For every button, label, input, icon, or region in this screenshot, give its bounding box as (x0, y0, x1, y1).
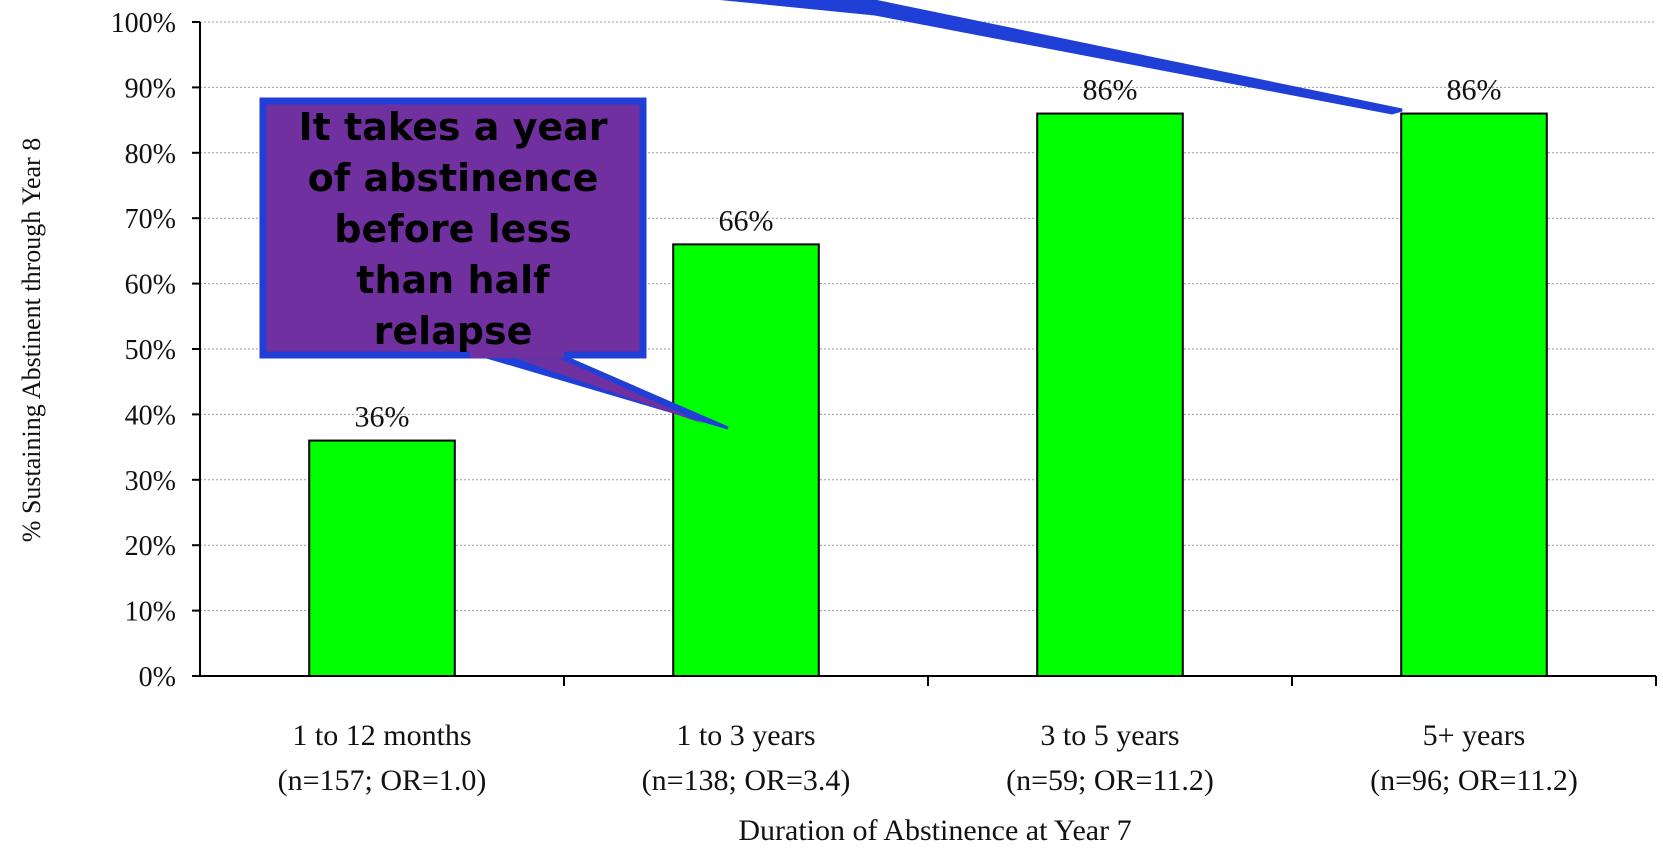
data-labels: 36% 66% 86% 86% (355, 74, 1502, 434)
callout-pointer-fill (500, 353, 704, 424)
x-tick-label-detail: (n=96; OR=11.2) (1370, 764, 1578, 797)
callout-text-line: than half (356, 258, 550, 302)
y-tick-label: 70% (125, 204, 176, 235)
data-label: 86% (1083, 74, 1138, 107)
callout-pointer-line (719, 0, 1403, 115)
bar (1036, 112, 1184, 677)
callout: It takes a year of abstinence before less t… (259, 0, 1403, 430)
x-tick-label: 5+ years (1423, 719, 1526, 752)
callout-text-line: It takes a year (298, 105, 607, 149)
callout-joint (470, 348, 564, 358)
y-tick-label: 60% (125, 270, 176, 301)
callout-box (259, 97, 647, 359)
y-tick-label: 30% (125, 466, 176, 497)
data-label: 86% (1447, 74, 1502, 107)
y-tick-label: 80% (125, 139, 176, 170)
bar (672, 243, 820, 678)
callout-text-line: before less (334, 207, 571, 251)
x-tick-label-detail: (n=157; OR=1.0) (278, 764, 487, 797)
y-tick-label: 90% (125, 73, 176, 104)
bars (308, 112, 1548, 678)
x-tick-label: 1 to 3 years (676, 719, 815, 752)
y-tick-label: 10% (125, 597, 176, 628)
x-axis-title: Duration of Abstinence at Year 7 (738, 814, 1131, 847)
y-tick-labels: 0% 10% 20% 30% 40% 50% 60% 70% 80% 90% 100% (111, 8, 176, 693)
y-axis-title: % Sustaining Abstinent through Year 8 (17, 138, 46, 542)
data-label: 36% (355, 401, 410, 434)
y-tick-label: 50% (125, 335, 176, 366)
data-label: 66% (719, 204, 774, 237)
y-tick-label: 20% (125, 531, 176, 562)
x-tick-labels: 1 to 12 months (n=157; OR=1.0) 1 to 3 year… (278, 719, 1578, 797)
bar (1400, 112, 1548, 677)
x-tick-label-detail: (n=138; OR=3.4) (642, 764, 851, 797)
x-tick-label: 3 to 5 years (1040, 719, 1179, 752)
x-tick-label: 1 to 12 months (292, 719, 471, 752)
y-tick-label: 0% (139, 662, 176, 693)
bar (308, 439, 456, 677)
y-tick-label: 40% (125, 400, 176, 431)
x-tick-label-detail: (n=59; OR=11.2) (1006, 764, 1214, 797)
callout-text-line: relapse (374, 309, 533, 353)
y-tick-label: 100% (111, 8, 176, 39)
callout-text-line: of abstinence (308, 156, 599, 200)
axes (192, 21, 1657, 686)
